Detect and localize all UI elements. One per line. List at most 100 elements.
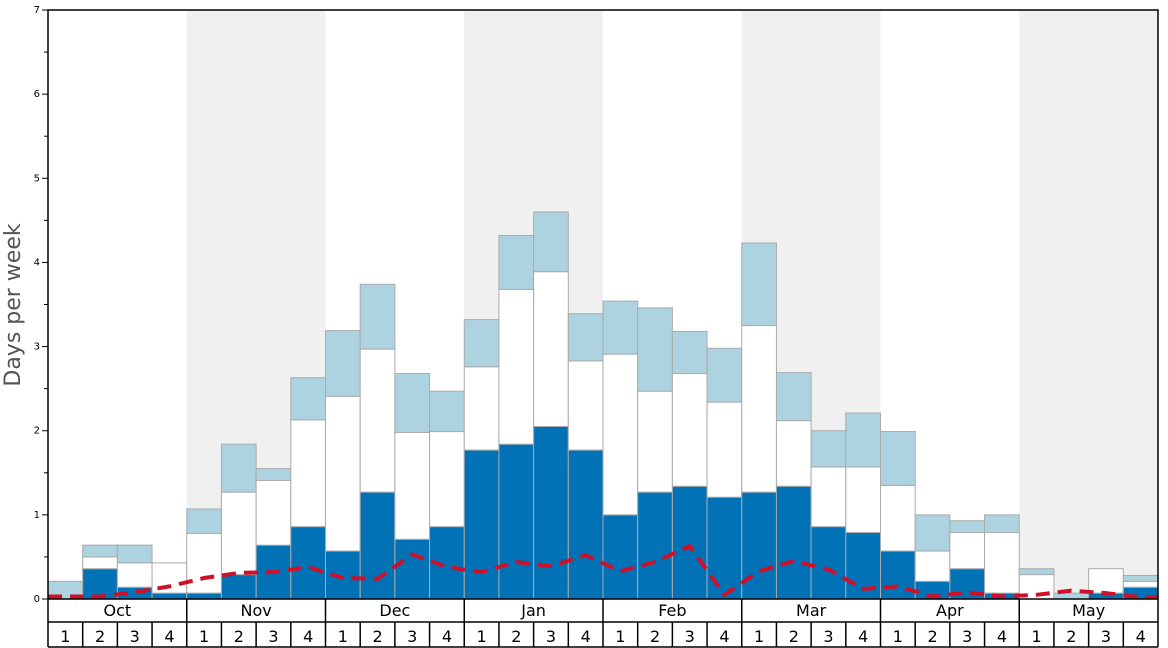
bar-segment [116, 544, 153, 564]
bar-segment [845, 412, 881, 468]
week-label: 3 [685, 627, 695, 646]
month-label-mar: Mar [796, 601, 827, 620]
bar-segment [325, 395, 361, 552]
week-label: 2 [650, 627, 660, 646]
bar-segment [602, 514, 639, 600]
week-label: 2 [234, 627, 244, 646]
bar-segment [880, 431, 916, 486]
week-label: 1 [893, 627, 903, 646]
bar-segment [463, 319, 500, 368]
bar-segment [394, 538, 431, 600]
bar-segment [567, 449, 604, 600]
bar-segment [810, 526, 847, 600]
bar-segment [290, 419, 326, 528]
week-label: 1 [60, 627, 70, 646]
week-label: 1 [338, 627, 348, 646]
bar-segment [290, 526, 326, 600]
bar-segment [671, 372, 708, 487]
month-label-nov: Nov [241, 601, 272, 620]
bar-segment [186, 532, 222, 594]
bar-segment [359, 491, 396, 600]
bar-segment [706, 496, 743, 600]
bar-segment [706, 347, 743, 403]
week-label: 2 [511, 627, 521, 646]
bar-segment [463, 366, 500, 451]
week-label: 4 [719, 627, 729, 646]
bar-segment [984, 532, 1020, 594]
week-label: 3 [407, 627, 417, 646]
bar-segment [359, 348, 396, 493]
week-label: 4 [303, 627, 313, 646]
month-label-oct: Oct [104, 601, 132, 620]
bar-segment [567, 360, 604, 451]
bar-segment [914, 550, 951, 582]
month-label-apr: Apr [936, 601, 964, 620]
bar-segment [116, 562, 153, 588]
average-line [48, 544, 1158, 600]
bar-segment [637, 491, 673, 600]
average-line-layer [48, 544, 1158, 600]
bar-segment [82, 556, 118, 570]
bar-segment [706, 401, 743, 498]
bar-segment [810, 466, 847, 528]
y-tick-label: 5 [34, 173, 40, 184]
bar-segment [671, 330, 708, 374]
bar-segment [602, 353, 639, 516]
y-tick-label: 0 [34, 594, 40, 605]
bar-segment [567, 313, 604, 362]
week-label: 1 [615, 627, 625, 646]
week-label: 4 [164, 627, 174, 646]
bar-segment [186, 592, 222, 600]
month-label-jan: Jan [520, 601, 546, 620]
week-label: 4 [581, 627, 591, 646]
bars [47, 211, 1159, 600]
y-tick-label: 6 [34, 89, 40, 100]
week-label: 3 [546, 627, 556, 646]
bar-segment [82, 568, 118, 600]
week-label: 2 [789, 627, 799, 646]
bar-segment [220, 491, 257, 576]
bar-segment [637, 307, 673, 392]
bar-segment [775, 372, 812, 422]
bar-segment [533, 211, 569, 273]
y-tick-label: 1 [34, 510, 40, 521]
bar-segment [741, 242, 777, 327]
bar-segment [741, 325, 777, 493]
y-axis-label: Days per week [1, 223, 26, 386]
y-tick-label: 7 [34, 5, 40, 16]
bar-segment [1088, 568, 1124, 594]
week-label: 3 [823, 627, 833, 646]
bar-segment [151, 562, 188, 594]
y-tick-label: 3 [34, 342, 40, 353]
week-label: 3 [268, 627, 278, 646]
bar-segment [186, 508, 222, 534]
bar-segment [845, 466, 881, 534]
bar-segment [671, 485, 708, 600]
bar-segment [1018, 568, 1055, 576]
bar-segment [394, 431, 431, 540]
week-label: 2 [927, 627, 937, 646]
bar-segment [290, 377, 326, 421]
bar-segment [394, 372, 431, 433]
week-label: 4 [442, 627, 452, 646]
bar-segment [82, 544, 118, 558]
bar-segment [637, 390, 673, 493]
week-label: 1 [754, 627, 764, 646]
month-label-dec: Dec [379, 601, 410, 620]
x-axis-labels: Oct Nov Dec Jan Feb Mar Apr May 1 2 3 4 1 2 3 4 1 2 3 4 1 2 3 4… [47, 599, 1159, 648]
bar-segment [220, 443, 257, 493]
week-label: 3 [962, 627, 972, 646]
bar-segment [984, 514, 1020, 534]
bar-segment [914, 514, 951, 552]
bar-segment [429, 431, 465, 528]
week-label: 4 [997, 627, 1007, 646]
bar-segment [533, 426, 569, 600]
bar-segment [949, 532, 986, 570]
y-tick-label: 4 [34, 257, 40, 268]
month-band-may [1019, 10, 1158, 599]
bar-segment [602, 300, 639, 355]
bar-segment [255, 479, 292, 546]
bar-segment [151, 592, 188, 600]
bar-segment [325, 330, 361, 397]
